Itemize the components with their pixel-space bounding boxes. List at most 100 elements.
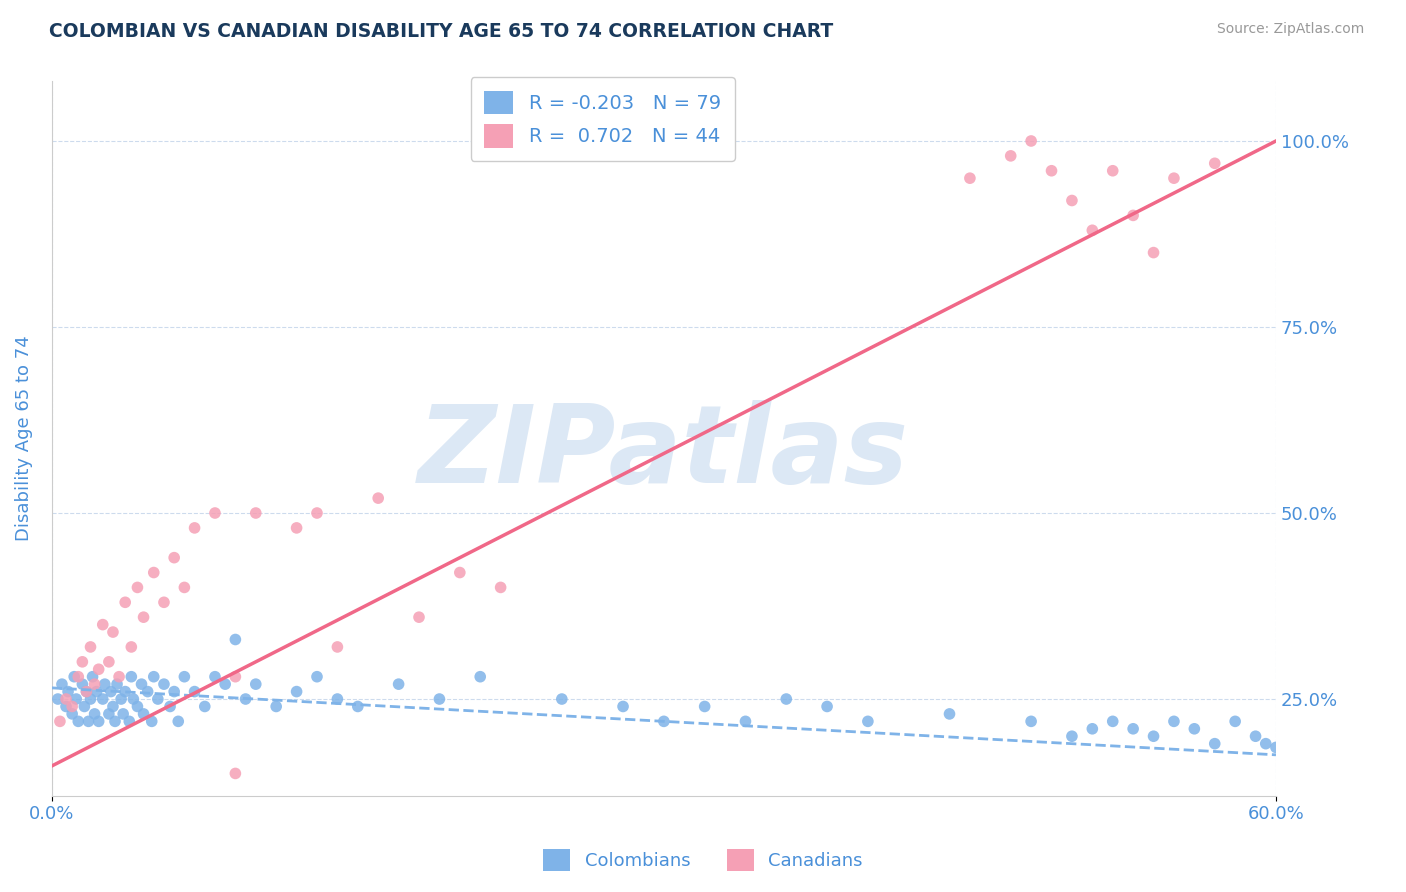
Point [91,692,114,706]
Point [153,677,176,691]
Point [159,699,181,714]
Point [110,692,132,706]
Point [79,640,101,654]
Point [1223,714,1246,729]
Point [1163,171,1185,186]
Point [551,692,574,706]
Point [815,699,838,714]
Point [346,699,368,714]
Point [75,684,97,698]
Point [1142,729,1164,743]
Point [245,677,267,691]
Point [83,677,105,691]
Point [104,714,127,729]
Point [114,595,136,609]
Point [65,692,87,706]
Point [204,670,226,684]
Point [101,625,124,640]
Point [1204,156,1226,170]
Point [449,566,471,580]
Point [1142,245,1164,260]
Legend: R = -0.203   N = 79, R =  0.702   N = 44: R = -0.203 N = 79, R = 0.702 N = 44 [471,77,735,161]
Point [77,714,100,729]
Point [56,684,79,698]
Point [87,714,110,729]
Point [775,692,797,706]
Point [101,699,124,714]
Point [60,699,83,714]
Point [1182,722,1205,736]
Point [131,677,153,691]
Point [97,706,120,721]
Point [1019,134,1042,148]
Point [141,714,163,729]
Point [132,610,155,624]
Point [114,684,136,698]
Point [408,610,430,624]
Point [1040,163,1063,178]
Point [142,670,165,684]
Point [67,714,90,729]
Point [112,706,135,721]
Point [1060,194,1083,208]
Point [55,699,77,714]
Point [305,506,328,520]
Point [73,699,96,714]
Point [60,706,83,721]
Point [856,714,879,729]
Point [105,677,128,691]
Point [183,521,205,535]
Point [489,581,512,595]
Text: Source: ZipAtlas.com: Source: ZipAtlas.com [1216,22,1364,37]
Point [388,677,411,691]
Point [173,581,195,595]
Point [63,670,86,684]
Point [87,662,110,676]
Point [326,640,349,654]
Point [132,706,155,721]
Point [1101,163,1123,178]
Point [72,677,94,691]
Point [1019,714,1042,729]
Point [612,699,634,714]
Y-axis label: Disability Age 65 to 74: Disability Age 65 to 74 [15,335,32,541]
Point [264,699,287,714]
Point [1122,722,1144,736]
Point [1101,714,1123,729]
Point [285,684,308,698]
Point [367,491,389,505]
Point [1254,737,1277,751]
Point [127,699,149,714]
Point [167,714,190,729]
Point [235,692,257,706]
Point [194,699,217,714]
Point [163,684,186,698]
Point [214,677,236,691]
Point [1000,149,1022,163]
Point [1204,737,1226,751]
Point [693,699,716,714]
Point [127,581,149,595]
Point [1060,729,1083,743]
Point [153,595,176,609]
Point [108,670,131,684]
Point [82,670,104,684]
Point [173,670,195,684]
Point [938,706,960,721]
Point [120,640,142,654]
Point [224,670,246,684]
Point [1244,729,1267,743]
Point [142,566,165,580]
Text: COLOMBIAN VS CANADIAN DISABILITY AGE 65 TO 74 CORRELATION CHART: COLOMBIAN VS CANADIAN DISABILITY AGE 65 … [49,22,834,41]
Point [734,714,756,729]
Point [120,670,142,684]
Point [97,655,120,669]
Point [183,684,205,698]
Point [1081,223,1104,237]
Point [1163,714,1185,729]
Point [652,714,675,729]
Point [1265,740,1288,755]
Point [326,692,349,706]
Point [67,670,90,684]
Point [285,521,308,535]
